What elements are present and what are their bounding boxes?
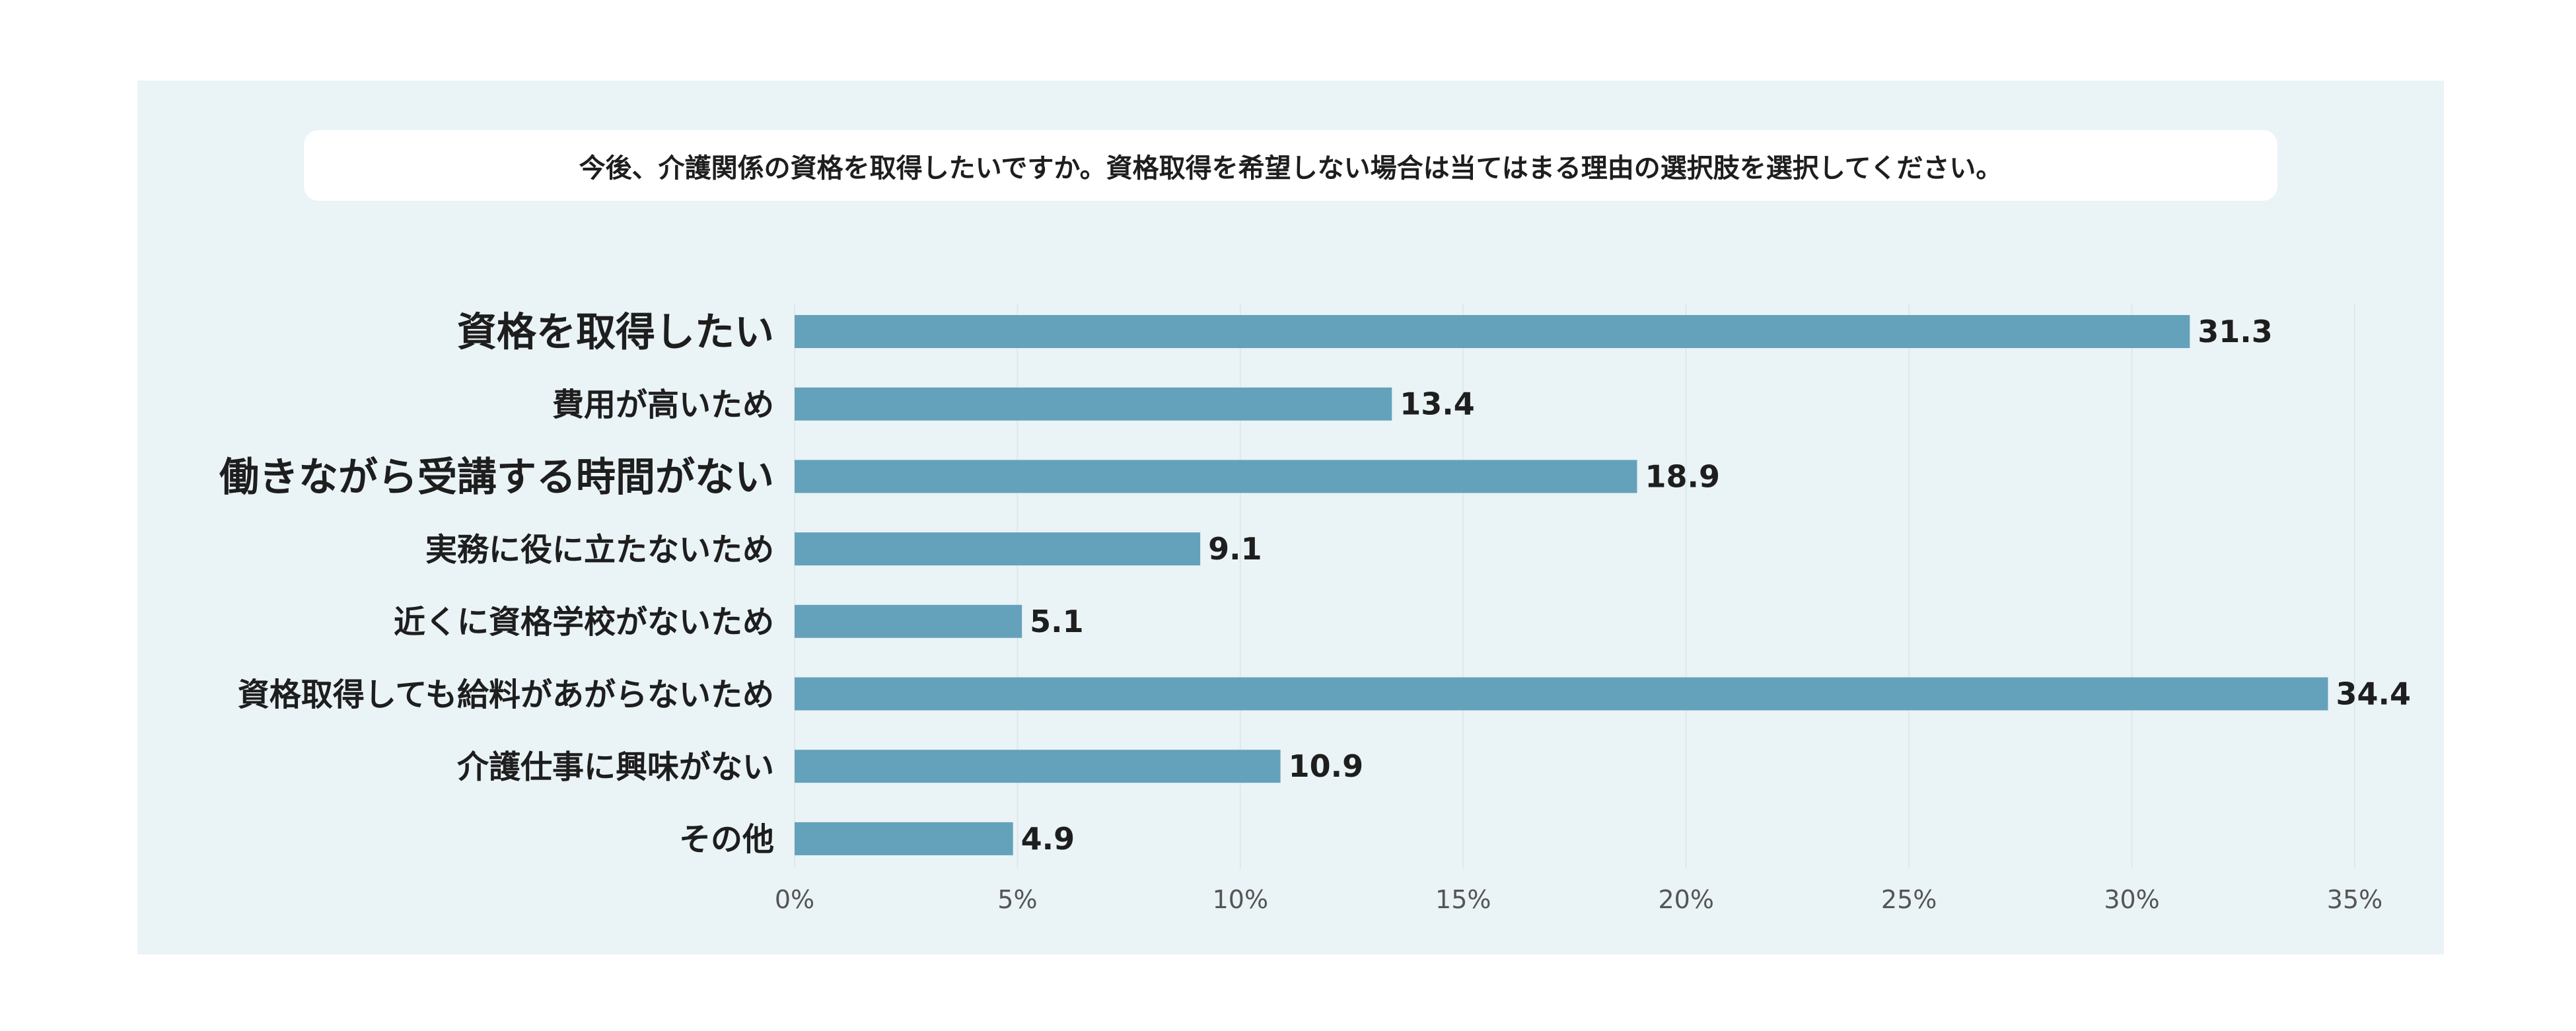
x-tick-label: 25% xyxy=(1881,885,1937,914)
category-label: 資格取得しても給料があがらないため xyxy=(238,676,774,713)
bar xyxy=(795,532,1201,566)
x-tick-label: 5% xyxy=(997,885,1037,914)
x-tick-label: 35% xyxy=(2327,885,2382,914)
value-label: 13.4 xyxy=(1400,386,1475,422)
category-label: その他 xyxy=(679,821,774,858)
value-label: 9.1 xyxy=(1208,531,1262,567)
x-tick-label: 20% xyxy=(1658,885,1713,914)
bars xyxy=(795,315,2328,855)
category-label: 費用が高いため xyxy=(552,386,774,423)
x-tick-label: 10% xyxy=(1213,885,1268,914)
value-label: 10.9 xyxy=(1289,748,1364,784)
chart-panel xyxy=(137,81,2444,954)
x-tick-label: 15% xyxy=(1435,885,1491,914)
bar xyxy=(795,750,1281,783)
category-label: 実務に役に立たないため xyxy=(425,531,774,568)
bar xyxy=(795,387,1392,421)
value-label: 18.9 xyxy=(1645,458,1720,494)
bar xyxy=(795,315,2190,348)
x-tick-label: 30% xyxy=(2104,885,2159,914)
category-label: 近くに資格学校がないため xyxy=(394,604,774,641)
bar xyxy=(795,677,2328,711)
labels: 資格を取得したい 31.3 費用が高いため 13.4 働きながら受講する時間がない 18.… xyxy=(219,310,2411,859)
value-label: 31.3 xyxy=(2198,314,2273,349)
category-label: 介護仕事に興味がない xyxy=(457,748,774,785)
value-label: 5.1 xyxy=(1030,604,1084,639)
value-label: 34.4 xyxy=(2336,676,2412,712)
chart-title: 今後、介護関係の資格を取得したいですか。資格取得を希望しない場合は当てはまる理由… xyxy=(304,130,2277,201)
x-axis-ticks: 0% 5% 10% 15% 20% 25% 30% 35% xyxy=(775,885,2382,914)
category-label: 働きながら受講する時間がない xyxy=(219,454,774,501)
x-tick-label: 0% xyxy=(775,885,814,914)
bar xyxy=(795,604,1022,638)
category-label: 資格を取得したい xyxy=(457,310,774,356)
bar xyxy=(795,822,1013,855)
value-label: 4.9 xyxy=(1021,821,1075,857)
bar xyxy=(795,460,1637,493)
